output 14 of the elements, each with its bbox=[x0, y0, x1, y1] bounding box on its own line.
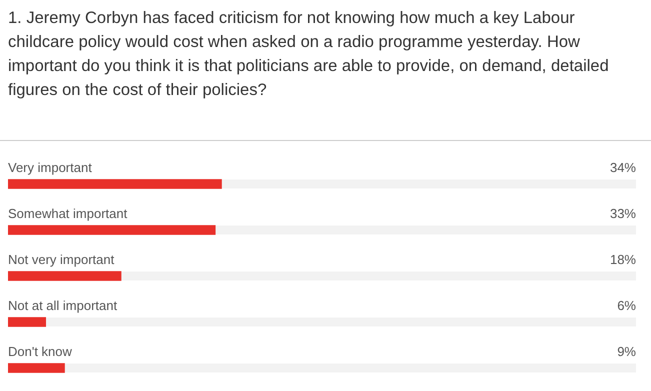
y-tick-label: Not at all important bbox=[8, 298, 118, 313]
data-label: 6% bbox=[617, 298, 636, 313]
y-tick-label: Somewhat important bbox=[8, 206, 128, 221]
bar bbox=[8, 271, 122, 281]
data-label: 9% bbox=[617, 344, 636, 359]
chart-title: 1. Jeremy Corbyn has faced criticism for not knowing how much a key Labour childcare policy would cost when asked on a radio programme yesterday. How important do you think it is that politicians are able to provide, on demand, detailed figures on the cost of their policies? bbox=[8, 8, 610, 101]
y-tick-label: Not very important bbox=[8, 252, 115, 267]
bar bbox=[8, 363, 65, 373]
y-tick-label: Very important bbox=[8, 160, 92, 175]
data-label: 18% bbox=[610, 252, 636, 267]
y-tick-label: Don't know bbox=[8, 344, 73, 359]
bar bbox=[8, 317, 46, 327]
data-label: 33% bbox=[610, 206, 636, 221]
data-label: 34% bbox=[610, 160, 636, 175]
